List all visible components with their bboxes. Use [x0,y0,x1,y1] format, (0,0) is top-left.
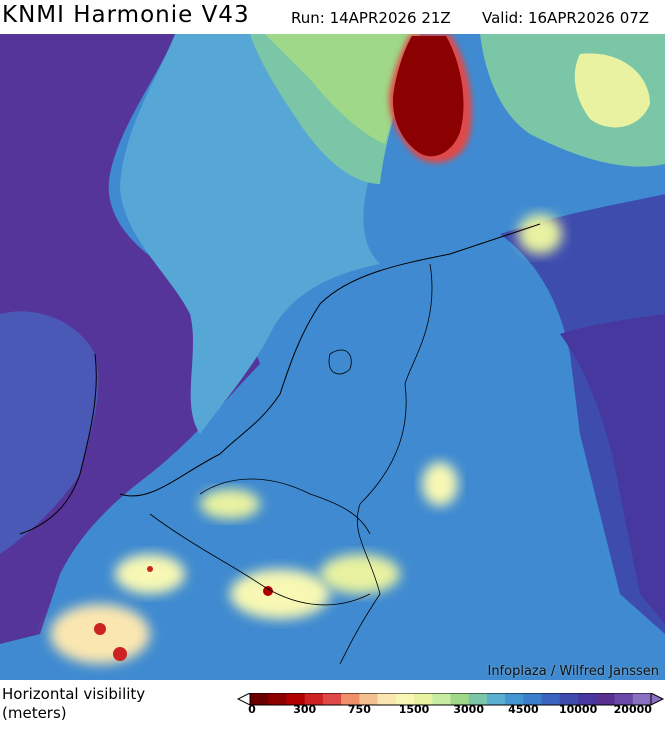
map-canvas [0,34,665,680]
legend-swatch [632,693,652,705]
ijsselmeer [328,349,352,375]
legend-swatch [578,693,597,705]
east-yellow [422,462,458,506]
sea-greener-zone [265,34,420,144]
legend-tick-label: 3000 [453,703,484,716]
legend-title-line2: (meters) [2,704,67,722]
legend-swatch [377,693,397,705]
legend-swatch [286,693,306,705]
legend-tick-label: 4500 [508,703,539,716]
coastline-uk [19,353,97,535]
legend-tick-label: 750 [347,703,371,716]
red-spot-2 [113,647,127,661]
border-nl-be [199,478,371,535]
purple-east [500,194,665,634]
red-spot-4 [263,586,273,596]
south-yellow-2 [200,489,260,519]
red-spot-3 [147,566,153,572]
legend-tick-label: 0 [248,703,256,716]
valid-time: Valid: 16APR2026 07Z [482,9,650,27]
legend-swatch [468,693,488,705]
purple-east-deep [560,314,665,624]
legend-swatch [523,693,543,705]
legend-swatch [322,693,342,705]
legend-swatch [304,693,324,705]
legend-swatch [341,693,360,705]
coastline-nl [119,223,541,497]
south-yellow-1 [115,554,185,594]
legend-tick-label: 10000 [558,703,598,716]
legend-swatch [414,693,433,705]
emden-yellow [518,214,562,254]
legend-swatch [432,693,451,705]
legend-swatch [450,693,470,705]
visibility-map: Infoplaza / Wilfred Janssen [0,34,665,680]
legend-swatch [486,693,506,705]
northeast-yellow [574,53,650,128]
legend-tick-label: 300 [293,703,317,716]
color-scale [236,693,665,706]
legend-title-line1: Horizontal visibility [2,685,146,703]
run-time: Run: 14APR2026 21Z [291,9,451,27]
legend-swatch [614,693,634,705]
legend-swatch [268,693,287,705]
legend-swatch [559,693,579,705]
legend-outline [249,693,652,706]
map-header: KNMI Harmonie V43 Run: 14APR2026 21Z Val… [0,0,665,34]
border-nl-de [339,263,433,665]
map-credit: Infoplaza / Wilfred Janssen [487,664,659,679]
south-yellow-4 [320,554,400,594]
legend-swatch [359,693,379,705]
red-spot-1 [94,623,106,635]
south-yellow-3 [230,569,330,619]
england-land [0,311,99,554]
legend-panel: Horizontal visibility (meters) 0 300 750 15… [0,682,665,735]
legend-swatch [505,693,524,705]
fog-patch-core [393,36,464,157]
legend-swatch [250,693,269,705]
border-be-fr [149,513,371,606]
model-title: KNMI Harmonie V43 [2,2,250,28]
legend-tick-label: 20000 [613,703,652,716]
legend-swatch [541,693,561,705]
legend-tick-label: 1500 [398,703,430,716]
legend-ticks: 0 300 750 1500 3000 4500 10000 20000 [0,703,665,719]
legend-swatch [596,693,616,705]
legend-title: Horizontal visibility (meters) [2,685,145,723]
legend-swatch [395,693,415,705]
